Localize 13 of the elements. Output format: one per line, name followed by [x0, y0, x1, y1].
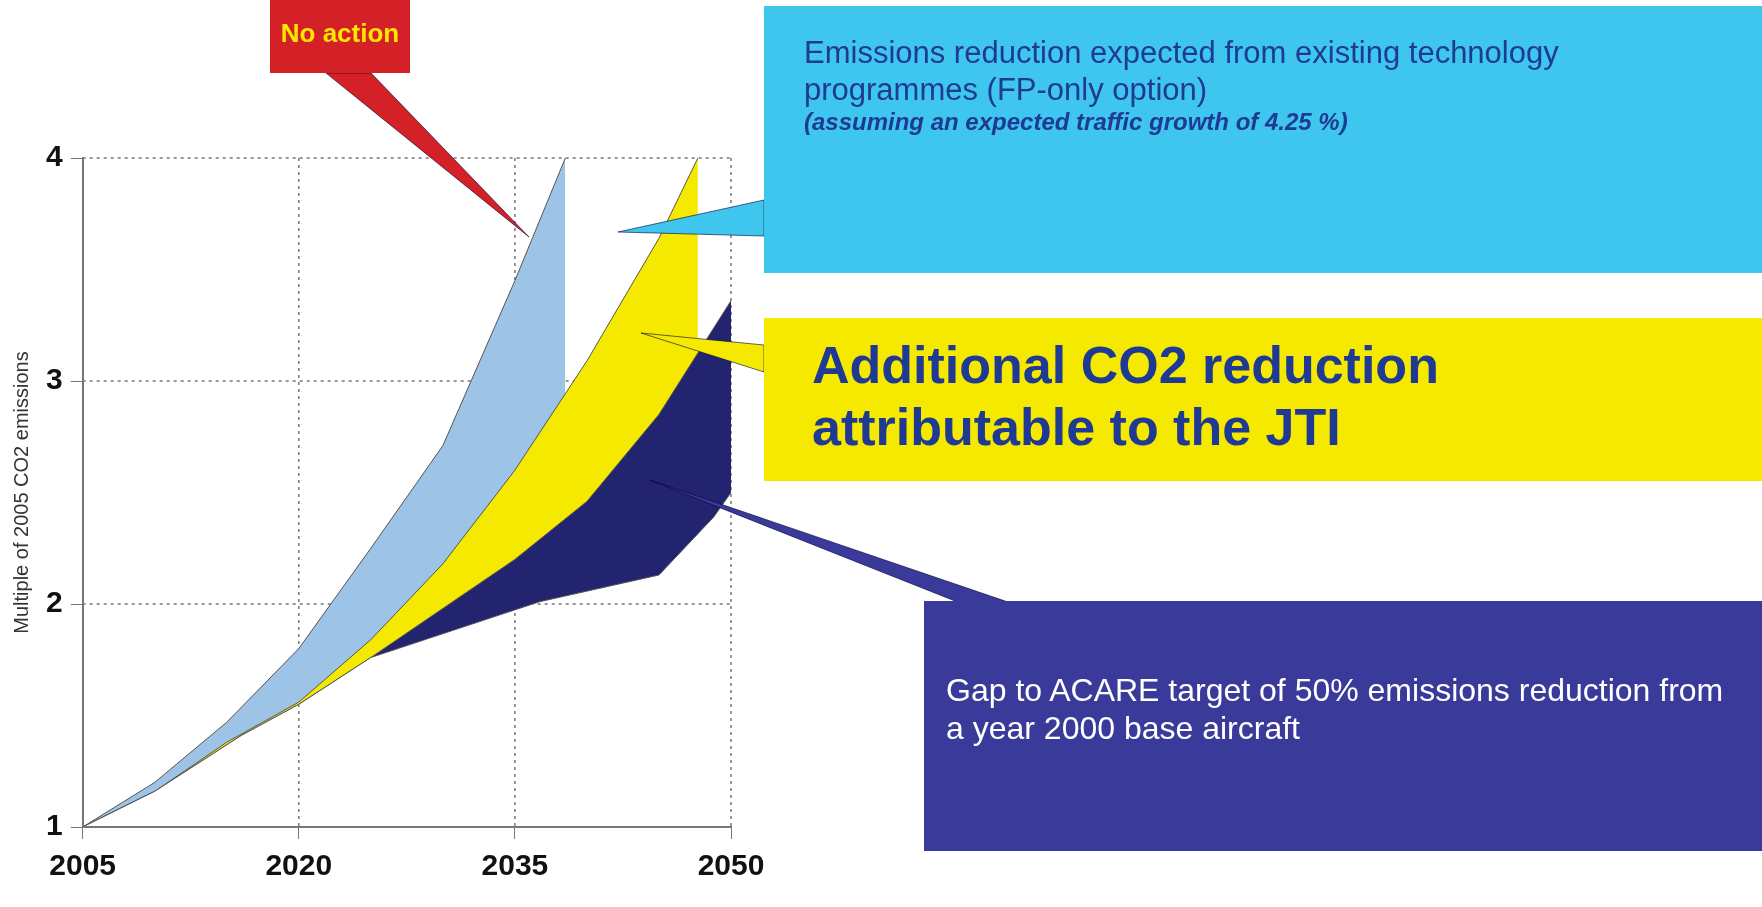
x-tick-label: 2050 — [697, 848, 765, 882]
text: No action — [279, 18, 401, 50]
text: Gap to ACARE target of 50% emissions reduction from a year 2000 base aircraft — [946, 671, 1725, 748]
y-tick-label: 3 — [46, 362, 63, 396]
x-tick-label: 2020 — [265, 848, 333, 882]
y-tick-label: 2 — [46, 585, 63, 619]
x-tick-label: 2035 — [481, 848, 549, 882]
text: Emissions reduction expected from existing technology programmes (FP-only option) (assuming an expected traffic growth of 4.25 %) — [804, 34, 1560, 138]
y-axis-title: Multiple of 2005 CO2 emissions — [9, 351, 32, 634]
y-tick-label: 4 — [46, 139, 63, 173]
text: Additional CO2 reduction attributable to the JTI — [812, 335, 1440, 459]
y-tick-label: 1 — [46, 808, 63, 842]
x-tick-label: 2005 — [49, 848, 117, 882]
